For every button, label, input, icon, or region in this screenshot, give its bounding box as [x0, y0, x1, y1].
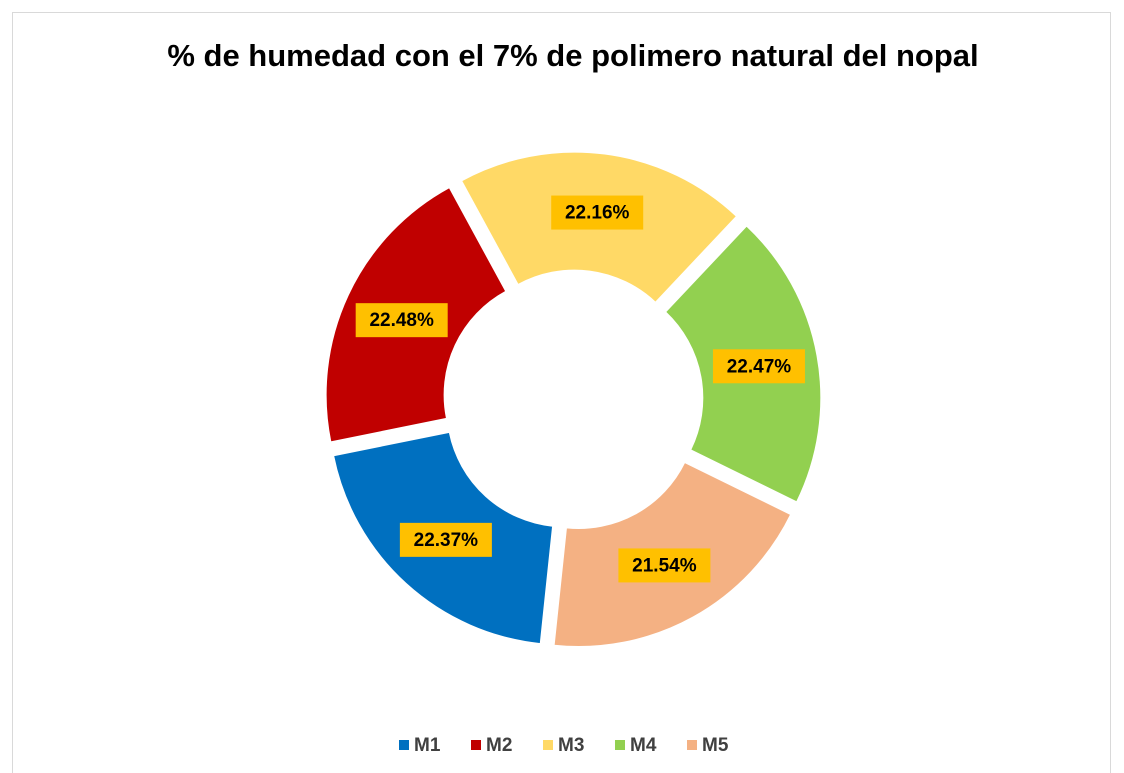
data-label-box	[712, 349, 805, 384]
legend-label: M2	[486, 735, 512, 756]
legend-label: M1	[414, 735, 441, 756]
data-label: 22.37%	[414, 530, 479, 551]
legend-swatch	[543, 740, 553, 750]
legend-swatch	[687, 740, 697, 750]
legend-swatch	[615, 740, 625, 750]
legend-swatch	[399, 740, 409, 750]
data-label: 22.47%	[727, 356, 792, 377]
data-label: 22.48%	[369, 310, 434, 331]
legend-swatch	[471, 740, 481, 750]
legend-label: M4	[630, 735, 657, 756]
data-label: 22.16%	[565, 203, 630, 224]
chart-border	[12, 12, 1111, 773]
legend-label: M3	[558, 735, 584, 756]
data-label-box	[355, 303, 448, 338]
legend-label: M5	[702, 735, 729, 756]
data-label-box	[399, 522, 492, 557]
data-label-box	[618, 548, 711, 583]
data-label: 21.54%	[632, 555, 697, 576]
data-label-box	[551, 195, 644, 230]
chart-title: % de humedad con el 7% de polimero natur…	[167, 38, 978, 73]
